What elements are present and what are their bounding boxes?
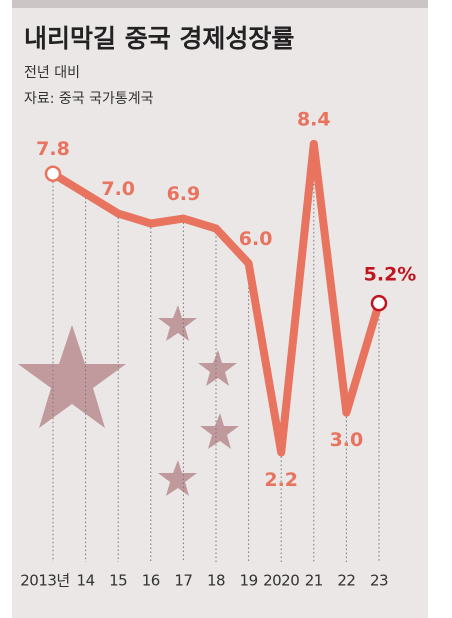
x-tick-label: 22 [337,572,355,590]
value-label: 2.2 [264,469,298,491]
x-tick-label: 15 [109,572,127,590]
x-tick-label: 19 [240,572,258,590]
point-marker [372,296,386,310]
value-label: 3.0 [330,429,364,451]
x-tick-label: 21 [305,572,323,590]
chart-title: 내리막길 중국 경제성장률 [24,24,294,53]
value-label: 6.0 [239,228,273,250]
x-tick-label: 17 [174,572,192,590]
value-label: 7.8 [36,138,70,160]
chart: 내리막길 중국 경제성장률 전년 대비 자료: 중국 국가통계국 2013년 14… [0,0,452,618]
x-tick-label: 18 [207,572,225,590]
x-tick-label: 16 [142,572,160,590]
top-strip [12,0,428,8]
value-label: 8.4 [297,108,331,130]
x-tick-label: 23 [370,572,388,590]
value-label: 5.2% [364,264,417,286]
point-marker [46,167,60,181]
value-label: 6.9 [167,183,201,205]
x-tick-label: 2013년 [20,572,69,590]
x-tick-label: 2020 [263,572,299,590]
source: 자료: 중국 국가통계국 [24,91,154,107]
x-tick-label: 14 [77,572,95,590]
value-label: 7.0 [101,178,135,200]
subtitle: 전년 대비 [24,65,80,81]
